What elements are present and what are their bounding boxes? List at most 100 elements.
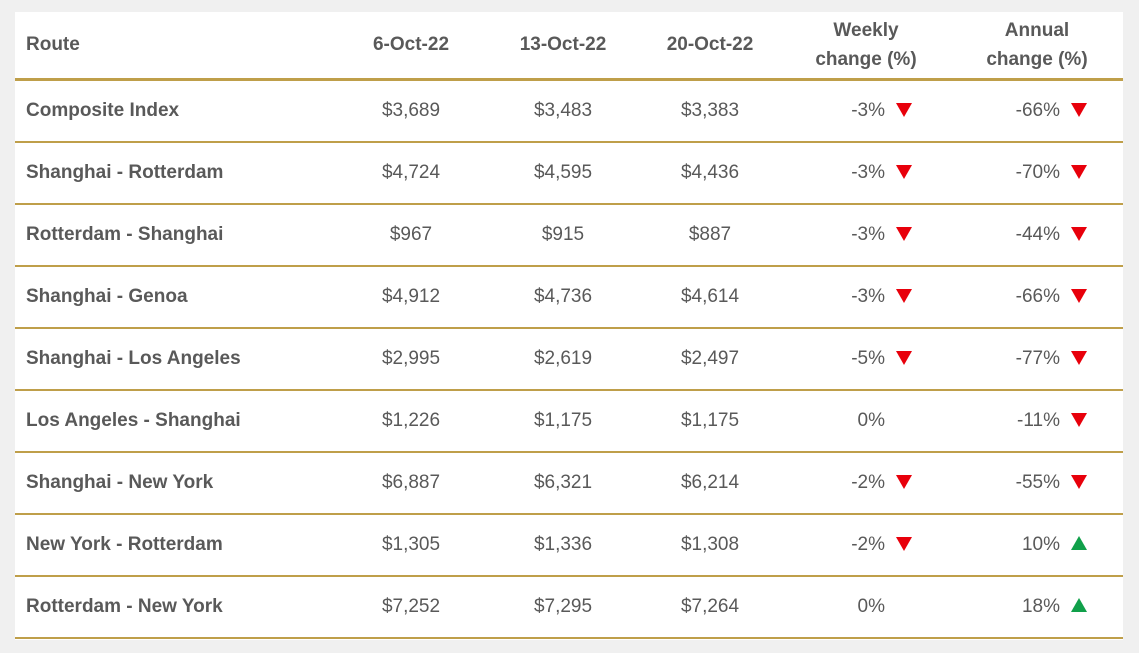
rate-cell: $6,214 [639, 452, 781, 515]
annual-change-cell: -77% [951, 328, 1123, 391]
arrow-shape [1071, 536, 1087, 550]
header-cell: 13-Oct-22 [487, 12, 639, 81]
annual-change-cell: -55% [951, 452, 1123, 515]
table-row: Shanghai - Los Angeles $2,995 $2,619 $2,497… [15, 328, 1123, 391]
table-row: Shanghai - Genoa $4,912 $4,736 $4,614 -3% -66… [15, 266, 1123, 329]
arrow-shape [896, 351, 912, 365]
down-arrow [896, 351, 912, 365]
rate-cell: $4,724 [335, 142, 487, 205]
annual-change-cell: -66% [951, 79, 1123, 143]
table-row: Composite Index $3,689 $3,483 $3,383 -3% -66% [15, 79, 1123, 143]
weekly-change-cell: 0% [781, 576, 951, 639]
no-arrow [895, 596, 913, 614]
rate-cell: $1,175 [487, 390, 639, 453]
rate-cell: $4,736 [487, 266, 639, 329]
rate-cell: $967 [335, 204, 487, 267]
arrow-shape [896, 103, 912, 117]
down-arrow [1071, 351, 1087, 365]
header-cell: 20-Oct-22 [639, 12, 781, 81]
rate-cell: $1,175 [639, 390, 781, 453]
rate-cell: $3,383 [639, 79, 781, 143]
weekly-change-cell: -3% [781, 204, 951, 267]
weekly-change: -3% [851, 224, 885, 245]
rate-cell: $1,305 [335, 514, 487, 577]
route-name: Composite Index [15, 79, 335, 143]
table-row: Los Angeles - Shanghai $1,226 $1,175 $1,175… [15, 390, 1123, 453]
arrow-shape [1071, 227, 1087, 241]
rate-cell: $2,497 [639, 328, 781, 391]
arrow-shape [1071, 475, 1087, 489]
annual-change: -70% [1015, 162, 1060, 183]
annual-change: -77% [1015, 348, 1060, 369]
arrow-shape [1071, 413, 1087, 427]
down-arrow [896, 537, 912, 551]
rate-cell: $1,308 [639, 514, 781, 577]
weekly-change: 0% [857, 596, 885, 617]
no-arrow [895, 410, 913, 428]
weekly-change: -3% [851, 162, 885, 183]
table-card: Route 6-Oct-22 13-Oct-22 20-Oct-22 Weekl… [15, 12, 1123, 640]
route-name: Los Angeles - Shanghai [15, 390, 335, 453]
up-arrow [1071, 536, 1087, 550]
down-arrow [1071, 413, 1087, 427]
rate-cell: $1,336 [487, 514, 639, 577]
down-arrow [896, 289, 912, 303]
rate-cell: $1,226 [335, 390, 487, 453]
rate-cell: $2,995 [335, 328, 487, 391]
weekly-change-cell: -3% [781, 142, 951, 205]
route-name: Shanghai - Rotterdam [15, 142, 335, 205]
down-arrow [1071, 165, 1087, 179]
table-row: Shanghai - Rotterdam $4,724 $4,595 $4,436 -3… [15, 142, 1123, 205]
up-arrow [1071, 598, 1087, 612]
rate-cell: $6,887 [335, 452, 487, 515]
rate-cell: $4,436 [639, 142, 781, 205]
annual-change: 10% [1021, 534, 1060, 555]
route-name: Shanghai - Genoa [15, 266, 335, 329]
header-text: Annual change (%) [986, 20, 1088, 70]
weekly-change-cell: 0% [781, 390, 951, 453]
annual-change: 18% [1021, 596, 1060, 617]
header-cell: 6-Oct-22 [335, 12, 487, 81]
arrow-shape [896, 165, 912, 179]
down-arrow [896, 227, 912, 241]
table-row: Rotterdam - Shanghai $967 $915 $887 -3% -44% [15, 204, 1123, 267]
rate-cell: $4,614 [639, 266, 781, 329]
annual-change-cell: -70% [951, 142, 1123, 205]
annual-change: -55% [1015, 472, 1060, 493]
annual-change: -66% [1015, 100, 1060, 121]
weekly-change: -2% [851, 534, 885, 555]
weekly-change: -3% [851, 286, 885, 307]
annual-change-cell: -11% [951, 390, 1123, 453]
annual-change: -66% [1015, 286, 1060, 307]
weekly-change: -2% [851, 472, 885, 493]
table-row: Shanghai - New York $6,887 $6,321 $6,214 -2%… [15, 452, 1123, 515]
down-arrow [896, 165, 912, 179]
rate-cell: $7,295 [487, 576, 639, 639]
rate-cell: $3,483 [487, 79, 639, 143]
arrow-shape [1071, 351, 1087, 365]
header-text: Weekly change (%) [815, 20, 917, 70]
rate-cell: $2,619 [487, 328, 639, 391]
annual-change-cell: 18% [951, 576, 1123, 639]
weekly-change-cell: -3% [781, 79, 951, 143]
route-name: Rotterdam - Shanghai [15, 204, 335, 267]
weekly-change: 0% [857, 410, 885, 431]
weekly-change: -5% [851, 348, 885, 369]
annual-change: -11% [1017, 410, 1060, 431]
weekly-change-cell: -2% [781, 452, 951, 515]
route-name: New York - Rotterdam [15, 514, 335, 577]
rate-cell: $915 [487, 204, 639, 267]
annual-change-cell: -44% [951, 204, 1123, 267]
down-arrow [1071, 103, 1087, 117]
rate-cell: $887 [639, 204, 781, 267]
annual-change: -44% [1015, 224, 1060, 245]
down-arrow [896, 103, 912, 117]
down-arrow [1071, 227, 1087, 241]
arrow-shape [896, 289, 912, 303]
arrow-shape [1071, 165, 1087, 179]
rates-table: Route 6-Oct-22 13-Oct-22 20-Oct-22 Weekl… [15, 12, 1123, 639]
arrow-shape [896, 537, 912, 551]
header-cell: Annual change (%) [951, 12, 1123, 81]
arrow-shape [1071, 289, 1087, 303]
